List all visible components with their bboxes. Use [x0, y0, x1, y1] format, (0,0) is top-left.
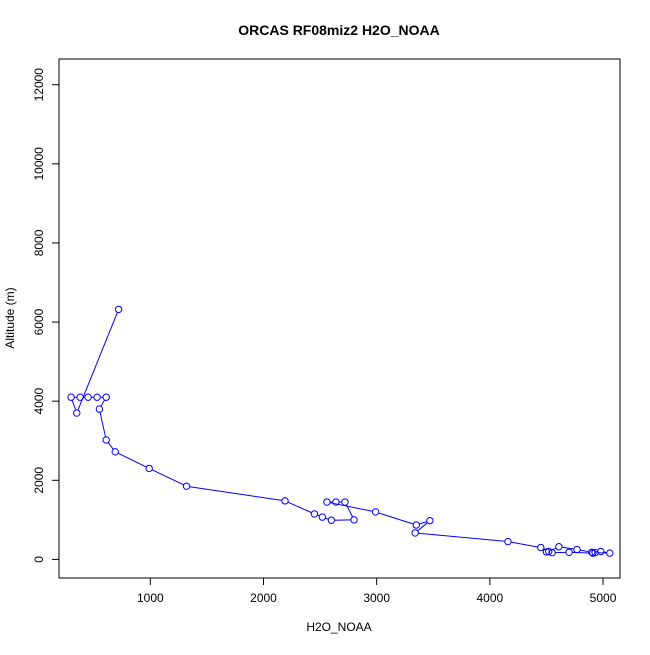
y-tick-label: 2000: [32, 467, 46, 494]
y-tick-label: 10000: [32, 147, 46, 181]
x-tick-label: 5000: [590, 591, 617, 605]
x-tick-label: 1000: [137, 591, 164, 605]
y-tick-label: 0: [32, 556, 46, 563]
x-tick-label: 3000: [363, 591, 390, 605]
y-tick-label: 12000: [32, 68, 46, 102]
y-tick-label: 6000: [32, 308, 46, 335]
y-tick-label: 4000: [32, 388, 46, 415]
chart-title: ORCAS RF08miz2 H2O_NOAA: [238, 22, 440, 38]
x-axis-label: H2O_NOAA: [306, 620, 371, 634]
y-axis-label: Altitude (m): [3, 287, 17, 348]
x-tick-label: 4000: [476, 591, 503, 605]
y-tick-label: 8000: [32, 229, 46, 256]
x-tick-label: 2000: [250, 591, 277, 605]
